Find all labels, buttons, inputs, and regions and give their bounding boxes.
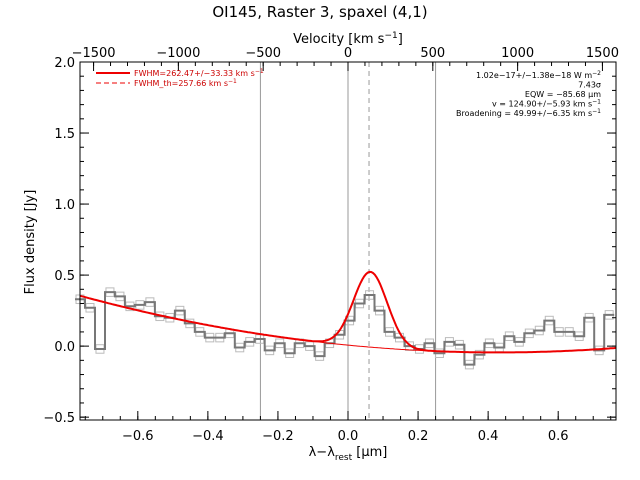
series-group [75,270,617,370]
annotation-4: Broadening = 49.99+/−6.35 km s−1 [456,108,601,118]
v-tick-label: −500 [245,46,281,61]
y-tick-label: 1.0 [54,198,75,213]
annotation-0: 1.02e−17+/−1.38e−18 W m−2 [476,70,601,80]
axes: −0.6 −0.4 −0.2 0.0 0.2 0.4 0.6 −0.5 0.0 0.5 1.0 1.5… [43,46,619,444]
x-tick-label: 0.6 [548,429,569,444]
model-fit-line [79,270,617,354]
vertical-markers [259,62,437,420]
annotation-2: EQW = −85.68 μm [525,90,601,99]
legend-exp: −1 [228,78,237,85]
x-tick-label: 0.2 [408,429,429,444]
annotation-exp: −2 [592,70,601,77]
annotation-text: 7.43σ [578,81,601,90]
annotation-exp: −1 [592,99,601,106]
legend-exp: −1 [255,68,264,75]
v-tick-label: −1000 [156,46,200,61]
annotation-text: v = 124.90+/−5.93 km s [492,100,592,109]
annotation-3: v = 124.90+/−5.93 km s−1 [492,99,601,109]
y-tick-label: −0.5 [43,411,75,426]
x-tick-label: −0.6 [122,429,154,444]
x-axis-label: λ−λrest [μm] [309,445,388,463]
legend-text: FWHM_th=257.66 km s [134,79,228,88]
v-tick-label: 0 [344,46,352,61]
x-tick-label: −0.4 [192,429,224,444]
chart-title: OI145, Raster 3, spaxel (4,1) [212,3,427,21]
y-tick-label: 1.5 [54,127,75,142]
y-axis-label: Flux density [Jy] [23,190,38,295]
annotation-text: 1.02e−17+/−1.38e−18 W m [476,71,592,80]
x-tick-label: −0.2 [262,429,294,444]
legend-text: FWHM=262.47+/−33.33 km s [134,69,255,78]
y-tick-label: 2.0 [54,56,75,71]
legend-label-1: FWHM_th=257.66 km s−1 [134,78,237,88]
v-tick-label: 1500 [586,46,619,61]
v-tick-label: 500 [420,46,445,61]
y-tick-label: 0.0 [54,340,75,355]
x-tick-label: 0.0 [338,429,359,444]
annotation-exp: −1 [592,108,601,115]
annotation-text: Broadening = 49.99+/−6.35 km s [456,109,592,118]
x-tick-label: 0.4 [478,429,499,444]
legend-label-0: FWHM=262.47+/−33.33 km s−1 [134,68,264,78]
annotation-1: 7.43σ [578,81,601,90]
v-tick-label: −1500 [72,46,116,61]
top-axis-label: Velocity [km s−1] [293,31,403,47]
annotation-text: EQW = −85.68 μm [525,90,601,99]
continuum-under-line [312,340,436,352]
v-tick-label: 1000 [501,46,534,61]
y-tick-label: 0.5 [54,269,75,284]
legend: FWHM=262.47+/−33.33 km s−1FWHM_th=257.66… [96,68,264,88]
